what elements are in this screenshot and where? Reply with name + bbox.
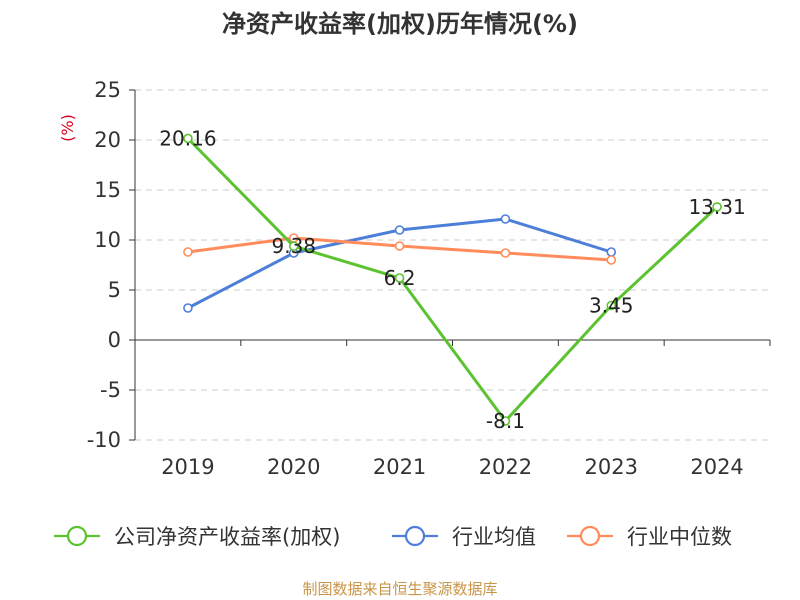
source-note: 制图数据来自恒生聚源数据库 [302,580,498,598]
y-tick-label: -5 [100,378,121,402]
x-tick-label: 2020 [267,455,320,479]
data-point-1 [394,225,405,235]
data-point-0 [500,416,511,426]
x-tick-label: 2019 [161,455,214,479]
legend-swatch-marker [404,525,426,547]
y-tick-label: 20 [94,128,121,152]
data-point-2 [606,255,617,265]
legend-label: 行业均值 [452,525,536,549]
y-tick-label: 5 [108,278,121,302]
data-point-1 [183,303,193,313]
data-label: -8.1 [486,409,525,433]
axes: 25 20 15 10 5 0 -5 -10 (%) 2019 2020 2021 2022 2023 20… [58,78,771,479]
series-lines [183,133,722,426]
y-tick-label: 15 [94,178,121,202]
y-tick-label: 25 [94,78,121,102]
data-point-0 [183,133,193,144]
data-point-0 [394,273,405,283]
data-label: 20.16 [159,126,216,150]
legend-swatch-marker [66,525,88,547]
data-point-0 [288,241,299,251]
data-label: 9.38 [271,234,316,258]
data-point-0 [712,202,722,212]
data-point-2 [394,241,405,251]
x-tick-label: 2022 [479,455,532,479]
legend-label: 行业中位数 [627,525,732,549]
data-point-1 [606,247,617,257]
data-point-2 [183,247,193,257]
legend: 公司净资产收益率(加权) 行业均值 行业中位数 [54,525,732,549]
data-point-0 [606,300,617,311]
y-tick-label: -10 [87,428,121,452]
grid-lines [135,89,770,441]
legend-label: 公司净资产收益率(加权) [114,525,340,549]
data-point-2 [500,248,511,258]
data-labels: 20.16 9.38 6.2 -8.1 3.45 13.31 [159,126,745,433]
y-tick-label: 0 [108,328,121,352]
data-label: 13.31 [688,195,745,219]
legend-swatch-marker [579,525,601,547]
x-tick-label: 2023 [585,455,638,479]
x-tick-label: 2024 [690,455,743,479]
data-label: 6.2 [384,266,416,290]
data-label: 3.45 [589,294,634,318]
series-line-0 [186,137,719,423]
y-axis-unit-label: (%) [58,114,77,142]
chart-title: 净资产收益率(加权)历年情况(%) [222,10,578,38]
y-tick-label: 10 [94,228,121,252]
data-point-1 [500,214,511,224]
x-tick-label: 2021 [373,455,426,479]
